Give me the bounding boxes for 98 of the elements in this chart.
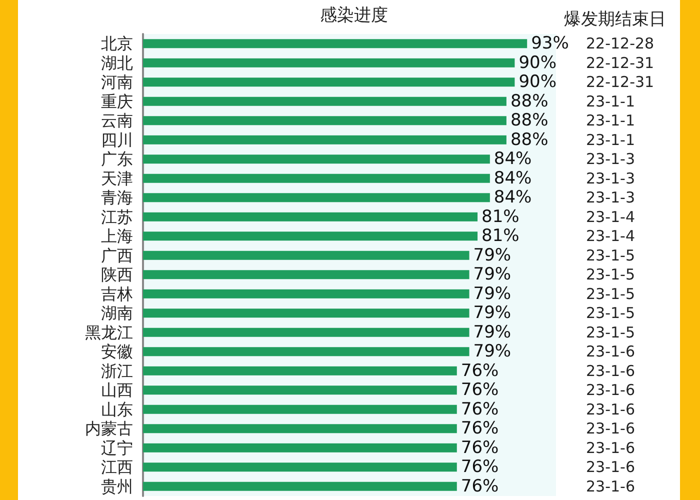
y-tick-label: 安徽: [101, 342, 133, 362]
y2-tick-label: 23-1-6: [586, 400, 635, 418]
bar: [143, 232, 478, 241]
bar: [143, 135, 506, 144]
y-tick-label: 青海: [101, 188, 133, 208]
data-label: 81%: [482, 206, 520, 227]
y2-tick-label: 23-1-3: [586, 150, 635, 168]
data-label: 76%: [460, 399, 499, 420]
y2-tick-label: 23-1-5: [586, 284, 635, 303]
data-label: 79%: [473, 303, 512, 324]
y2-tick-label: 23-1-3: [586, 188, 635, 207]
data-label: 90%: [518, 52, 556, 73]
y-tick-label: 湖北: [101, 53, 133, 72]
y2-tick-label: 23-1-1: [586, 130, 635, 149]
y-tick-label: 山东: [101, 400, 133, 419]
y2-axis-title: 爆发期结束日: [564, 10, 666, 30]
y-tick-label: 浙江: [101, 361, 133, 380]
bar: [143, 270, 470, 280]
y-tick-label: 重庆: [101, 92, 133, 111]
y-tick-label: 河南: [101, 72, 133, 92]
bar: [143, 174, 490, 183]
data-label: 79%: [473, 245, 512, 266]
bar: [143, 482, 457, 491]
y2-tick-label: 23-1-6: [586, 477, 635, 496]
data-label: 76%: [460, 438, 499, 458]
y2-tick-label: 23-1-4: [586, 208, 635, 226]
data-label: 90%: [518, 72, 556, 92]
bar: [143, 289, 470, 298]
data-label: 88%: [510, 130, 548, 150]
y-tick-label: 四川: [101, 130, 133, 150]
data-label: 79%: [473, 264, 512, 285]
y2-tick-label: 22-12-31: [586, 54, 654, 72]
y2-tick-label: 23-1-3: [586, 169, 635, 188]
bar: [143, 78, 515, 87]
bar: [143, 58, 515, 68]
y-tick-label: 黑龙江: [85, 322, 133, 342]
data-label: 76%: [460, 360, 499, 381]
data-label: 79%: [473, 342, 512, 362]
bar: [143, 212, 478, 222]
y-tick-label: 江西: [101, 458, 133, 477]
data-label: 76%: [460, 457, 499, 478]
y-tick-label: 吉林: [101, 284, 133, 304]
y2-tick-label: 23-1-4: [586, 227, 635, 246]
y2-tick-label: 23-1-5: [586, 304, 635, 322]
data-label: 88%: [510, 110, 548, 131]
chart-title: 感染进度: [320, 6, 388, 26]
y2-tick-label: 23-1-5: [586, 266, 635, 284]
y2-tick-label: 23-1-6: [586, 438, 635, 457]
y2-tick-label: 23-1-6: [586, 458, 635, 476]
bar: [143, 404, 457, 414]
y-tick-label: 湖南: [101, 304, 133, 323]
y-tick-label: 天津: [101, 168, 133, 188]
bar: [143, 386, 457, 395]
data-label: 84%: [494, 188, 532, 208]
data-label: 81%: [482, 226, 520, 246]
bar: [143, 250, 470, 260]
bar: [143, 39, 528, 48]
data-label: 76%: [460, 476, 499, 496]
bar: [143, 462, 457, 472]
bar: [143, 193, 490, 202]
y-tick-label: 辽宁: [101, 438, 133, 458]
y2-tick-label: 23-1-5: [586, 323, 635, 342]
y2-tick-label: 23-1-6: [586, 362, 635, 380]
y2-tick-label: 22-12-28: [586, 34, 654, 53]
data-label: 84%: [494, 149, 532, 170]
y-tick-label: 贵州: [101, 476, 133, 496]
bar: [143, 96, 506, 106]
data-label: 93%: [531, 34, 569, 54]
y-tick-label: 广西: [101, 246, 133, 265]
bar: [143, 116, 506, 126]
y-tick-label: 山西: [101, 380, 133, 400]
data-label: 76%: [460, 380, 499, 400]
data-label: 88%: [510, 91, 548, 112]
bar: [143, 366, 457, 376]
y2-tick-label: 23-1-6: [586, 342, 635, 361]
bar: [143, 308, 470, 318]
y-tick-label: 上海: [101, 226, 133, 246]
y-tick-label: 内蒙古: [85, 419, 133, 438]
y2-tick-label: 23-1-5: [586, 246, 635, 264]
y-tick-label: 广东: [101, 150, 133, 169]
data-label: 84%: [494, 168, 532, 188]
data-label: 79%: [473, 322, 512, 342]
y-tick-label: 江苏: [101, 207, 133, 226]
y2-tick-label: 23-1-6: [586, 381, 635, 400]
data-label: 76%: [460, 418, 499, 439]
y-tick-label: 陕西: [101, 265, 133, 284]
bar: [143, 347, 470, 356]
bar: [143, 328, 470, 337]
y-tick-label: 云南: [101, 111, 133, 130]
bar: [143, 424, 457, 434]
y-tick-label: 北京: [101, 34, 133, 54]
y2-tick-label: 23-1-6: [586, 420, 635, 438]
data-label: 79%: [473, 284, 512, 304]
y2-tick-label: 22-12-31: [586, 73, 654, 92]
y2-tick-label: 23-1-1: [586, 92, 635, 110]
bar: [143, 443, 457, 452]
bar: [143, 154, 490, 164]
y2-tick-label: 23-1-1: [586, 112, 635, 130]
